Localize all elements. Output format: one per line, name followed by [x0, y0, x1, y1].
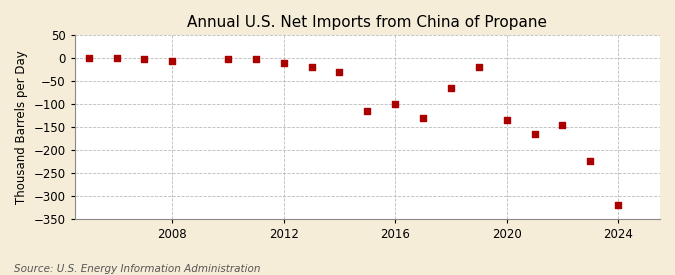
Point: [585, 159, 596, 164]
Point: [529, 132, 540, 136]
Point: [167, 58, 178, 63]
Point: [362, 109, 373, 113]
Point: [250, 57, 261, 61]
Point: [139, 57, 150, 61]
Point: [334, 70, 345, 74]
Point: [223, 57, 234, 61]
Point: [446, 86, 456, 90]
Point: [111, 56, 122, 60]
Point: [418, 116, 429, 120]
Point: [502, 118, 512, 122]
Point: [557, 123, 568, 127]
Point: [278, 61, 289, 65]
Point: [306, 65, 317, 70]
Title: Annual U.S. Net Imports from China of Propane: Annual U.S. Net Imports from China of Pr…: [188, 15, 547, 30]
Point: [390, 102, 401, 106]
Text: Source: U.S. Energy Information Administration: Source: U.S. Energy Information Administ…: [14, 264, 260, 274]
Point: [83, 56, 94, 60]
Point: [473, 65, 484, 70]
Point: [613, 203, 624, 207]
Y-axis label: Thousand Barrels per Day: Thousand Barrels per Day: [15, 50, 28, 204]
